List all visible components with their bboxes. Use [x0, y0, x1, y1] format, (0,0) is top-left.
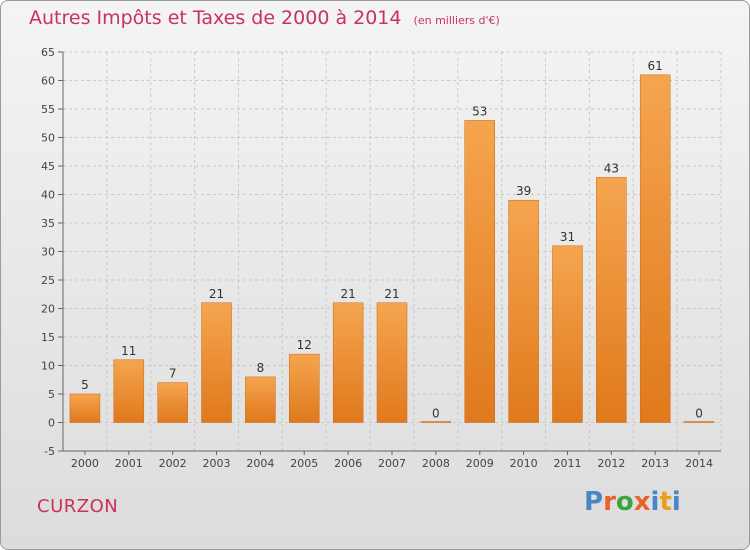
bar-2008 — [420, 421, 452, 423]
proxiti-logo: Proxiti — [584, 487, 681, 517]
logo-letter: i — [671, 487, 681, 517]
data-label-2013: 61 — [648, 59, 663, 73]
bar-2013 — [639, 74, 671, 423]
data-label-2004: 8 — [257, 361, 265, 375]
x-tick-label-2004: 2004 — [246, 457, 274, 470]
data-label-2011: 31 — [560, 230, 575, 244]
data-labels: 5 11 7 21 8 12 21 21 0 53 39 31 43 61 0 — [81, 59, 703, 421]
data-label-2003: 21 — [209, 287, 224, 301]
y-tick-label: 15 — [41, 331, 55, 344]
y-tick-label: 50 — [41, 132, 55, 145]
logo-letter: x — [633, 487, 651, 517]
bar-2007 — [376, 302, 408, 423]
bar-2014 — [683, 421, 715, 423]
y-tick-label: 35 — [41, 217, 55, 230]
bar-2000 — [69, 393, 101, 423]
data-label-2005: 12 — [297, 338, 312, 352]
chart-title-text: Autres Impôts et Taxes de 2000 à 2014 — [29, 7, 402, 29]
x-tick-label-2002: 2002 — [159, 457, 187, 470]
y-tick-label: 10 — [41, 360, 55, 373]
logo-letter: t — [659, 487, 672, 517]
y-tick-label: 0 — [48, 417, 55, 430]
x-tick-label-2005: 2005 — [290, 457, 318, 470]
x-tick-label-2000: 2000 — [71, 457, 99, 470]
data-label-2010: 39 — [516, 184, 531, 198]
bar-2009 — [464, 120, 495, 423]
x-tick-label-2010: 2010 — [510, 457, 538, 470]
x-tick-label-2013: 2013 — [641, 457, 669, 470]
y-tick-label: 30 — [41, 246, 55, 259]
bars — [69, 74, 715, 423]
logo-letter: P — [584, 487, 604, 517]
commune-name: CURZON — [37, 496, 119, 517]
x-tick-label-2012: 2012 — [597, 457, 625, 470]
y-tick-label: 55 — [41, 103, 55, 116]
y-tick-label: 5 — [48, 388, 55, 401]
y-tick-label: 60 — [41, 75, 55, 88]
x-tick-label-2003: 2003 — [203, 457, 231, 470]
data-label-2007: 21 — [384, 287, 399, 301]
y-tick-label: 45 — [41, 160, 55, 173]
data-label-2000: 5 — [81, 378, 89, 392]
bar-2002 — [157, 382, 188, 423]
y-tick-label: -5 — [44, 445, 55, 458]
x-tick-label-2007: 2007 — [378, 457, 406, 470]
x-tick-label-2001: 2001 — [115, 457, 143, 470]
bar-2004 — [245, 376, 276, 423]
data-label-2006: 21 — [340, 287, 355, 301]
y-tick-label: 40 — [41, 189, 55, 202]
bar-2012 — [596, 177, 627, 423]
bar-2001 — [113, 359, 145, 423]
chart-title: Autres Impôts et Taxes de 2000 à 2014 (e… — [29, 7, 500, 29]
x-tick-label-2014: 2014 — [685, 457, 713, 470]
x-tick-label-2009: 2009 — [466, 457, 494, 470]
bar-2005 — [289, 353, 320, 423]
y-tick-label: 25 — [41, 274, 55, 287]
bar-2003 — [201, 302, 232, 423]
logo-letter: r — [603, 487, 616, 517]
x-tick-label-2008: 2008 — [422, 457, 450, 470]
y-tick-label: 20 — [41, 303, 55, 316]
x-tick-label-2006: 2006 — [334, 457, 362, 470]
x-tick-label-2011: 2011 — [553, 457, 581, 470]
bar-2010 — [508, 199, 539, 423]
data-label-2012: 43 — [604, 161, 619, 175]
bar-2011 — [552, 245, 583, 423]
bar-2006 — [332, 302, 364, 423]
data-label-2008: 0 — [432, 407, 440, 421]
logo-letter: i — [650, 487, 660, 517]
data-label-2002: 7 — [169, 367, 177, 381]
y-tick-label: 65 — [41, 46, 55, 59]
data-label-2001: 11 — [121, 344, 136, 358]
data-label-2009: 53 — [472, 104, 487, 118]
logo-letter: o — [615, 487, 634, 517]
data-label-2014: 0 — [695, 407, 703, 421]
chart-unit-label: (en milliers d'€) — [413, 14, 500, 27]
